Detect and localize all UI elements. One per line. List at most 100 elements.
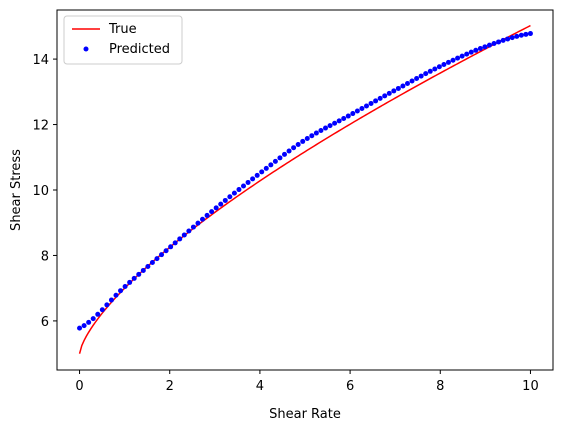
predicted-point xyxy=(108,297,114,303)
predicted-point xyxy=(409,78,415,84)
predicted-point xyxy=(304,135,310,141)
predicted-point xyxy=(113,292,119,298)
predicted-point xyxy=(95,311,101,317)
predicted-point xyxy=(154,256,160,262)
x-tick-label: 10 xyxy=(522,379,539,394)
predicted-point xyxy=(163,248,169,254)
predicted-point xyxy=(327,123,333,129)
predicted-point xyxy=(140,267,146,273)
predicted-point xyxy=(345,113,351,119)
predicted-point xyxy=(250,176,256,182)
predicted-point xyxy=(231,190,237,196)
predicted-point xyxy=(213,205,219,211)
predicted-point xyxy=(286,148,292,154)
predicted-point xyxy=(186,228,192,234)
predicted-point xyxy=(172,240,178,246)
y-tick-label: 10 xyxy=(32,184,49,199)
legend: True Predicted xyxy=(63,15,183,65)
predicted-point xyxy=(195,220,201,226)
predicted-point xyxy=(118,288,124,294)
predicted-point xyxy=(464,51,470,57)
predicted-point xyxy=(523,31,529,37)
x-tick-label: 0 xyxy=(75,379,83,394)
plot-area xyxy=(57,10,553,370)
predicted-point xyxy=(104,302,110,308)
y-tick-label: 6 xyxy=(41,315,49,330)
y-tick-label: 12 xyxy=(32,119,49,134)
predicted-point xyxy=(486,42,492,48)
predicted-point xyxy=(268,162,274,168)
predicted-point xyxy=(90,316,96,322)
predicted-point xyxy=(200,216,206,222)
predicted-point xyxy=(527,31,533,37)
x-tick-label: 8 xyxy=(436,379,444,394)
predicted-point xyxy=(459,53,465,59)
predicted-point xyxy=(391,88,397,94)
predicted-point xyxy=(418,73,424,79)
predicted-point xyxy=(354,108,360,114)
x-tick-label: 6 xyxy=(346,379,354,394)
series-true-line xyxy=(78,24,531,354)
predicted-point xyxy=(514,33,520,39)
predicted-point xyxy=(400,83,406,89)
y-tick-label: 8 xyxy=(41,249,49,264)
predicted-point xyxy=(218,201,224,207)
predicted-point xyxy=(204,212,210,218)
x-axis-ticks: 0 2 4 6 8 10 xyxy=(75,370,539,394)
predicted-point xyxy=(236,187,242,193)
predicted-point xyxy=(509,35,515,41)
predicted-point xyxy=(386,90,392,96)
predicted-point xyxy=(77,325,83,331)
predicted-point xyxy=(336,118,342,124)
predicted-point xyxy=(318,128,324,134)
predicted-point xyxy=(359,106,365,111)
predicted-point xyxy=(395,85,401,91)
predicted-point xyxy=(300,138,306,144)
predicted-point xyxy=(477,46,483,52)
series-layer xyxy=(77,24,533,354)
x-tick-label: 2 xyxy=(166,379,174,394)
y-tick-label: 14 xyxy=(32,53,49,68)
predicted-point xyxy=(86,319,92,325)
predicted-point xyxy=(309,133,315,139)
predicted-point xyxy=(323,125,328,131)
predicted-point xyxy=(368,100,374,106)
predicted-point xyxy=(149,260,155,266)
y-axis-ticks: 6 8 10 12 14 xyxy=(32,53,57,330)
x-axis-label: Shear Rate xyxy=(269,407,341,422)
predicted-point xyxy=(491,41,497,47)
predicted-point xyxy=(404,80,410,86)
predicted-point xyxy=(241,183,247,189)
predicted-point xyxy=(441,62,447,68)
predicted-point xyxy=(291,145,297,151)
predicted-point xyxy=(222,197,228,203)
legend-box xyxy=(63,15,183,65)
predicted-point xyxy=(427,68,433,74)
predicted-point xyxy=(341,116,347,121)
predicted-point xyxy=(99,307,105,313)
predicted-point xyxy=(363,103,369,109)
predicted-point xyxy=(496,39,502,45)
legend-label-true: True xyxy=(108,22,137,37)
predicted-point xyxy=(81,323,87,329)
predicted-point xyxy=(181,232,187,238)
predicted-point xyxy=(277,155,283,161)
predicted-point xyxy=(272,158,278,164)
predicted-point xyxy=(295,142,301,147)
predicted-point xyxy=(259,169,265,175)
predicted-point xyxy=(445,59,451,65)
predicted-point xyxy=(468,49,474,55)
legend-swatch-predicted xyxy=(83,46,89,52)
predicted-point xyxy=(450,57,456,63)
predicted-point xyxy=(373,98,379,104)
predicted-point xyxy=(145,263,151,269)
predicted-point xyxy=(177,236,183,242)
predicted-point xyxy=(127,279,133,285)
predicted-point xyxy=(423,71,429,77)
predicted-point xyxy=(313,130,319,136)
predicted-point xyxy=(159,252,165,258)
predicted-point xyxy=(377,95,383,101)
predicted-point xyxy=(432,66,438,72)
predicted-point xyxy=(455,55,461,61)
